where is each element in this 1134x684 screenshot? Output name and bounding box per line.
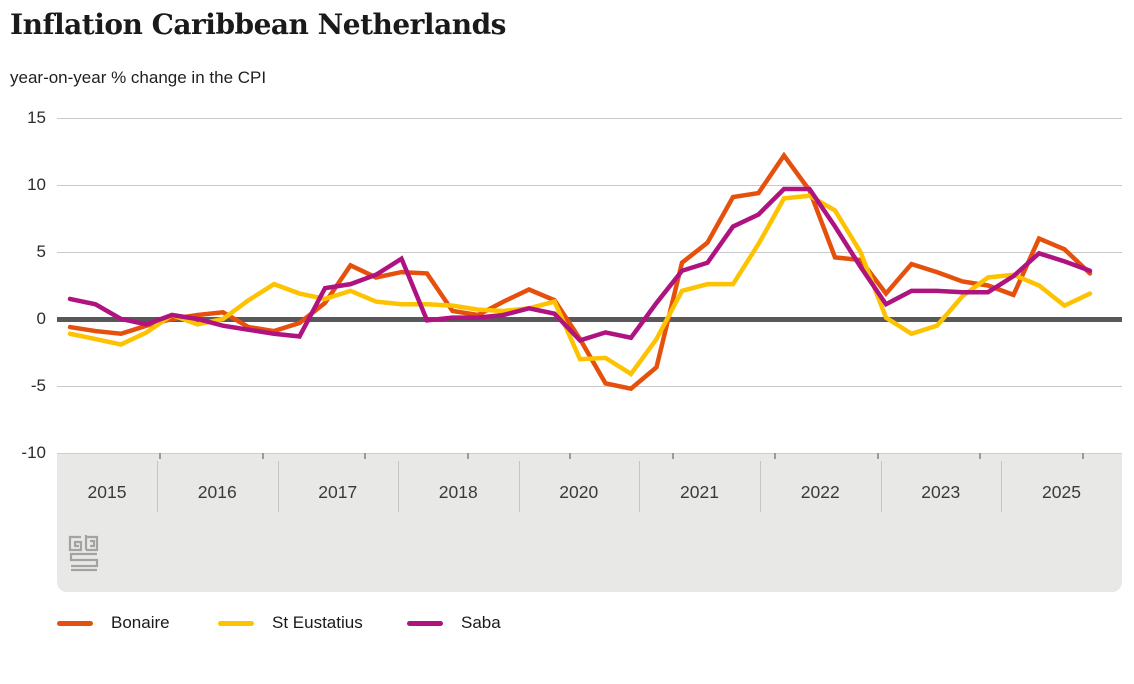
x-axis-cell-separator [1001,461,1002,512]
x-axis-tick [1081,453,1084,459]
x-axis-cell-separator [760,461,761,512]
chart-subtitle: year-on-year % change in the CPI [10,68,267,87]
x-axis-year-label-2015: 2015 [87,482,127,502]
gridline-10 [57,184,1122,186]
legend-label-bonaire: Bonaire [111,613,170,632]
x-axis-tick [261,453,264,459]
x-axis-year-label-2021: 2021 [680,482,719,502]
legend-label-st-eustatius: St Eustatius [272,613,363,632]
x-axis-year-label-2020: 2020 [559,482,599,502]
x-axis-cell-separator [880,461,882,512]
x-axis-tick [979,453,981,459]
y-axis-label-15: 15 [27,108,46,127]
x-axis-tick [364,453,366,459]
x-axis-cell-separator [157,461,158,512]
x-axis-tick [159,453,161,459]
legend-swatch-bonaire [57,621,93,626]
zero-gridline [57,316,1122,322]
x-axis-cell-separator [639,461,640,512]
x-axis-tick [466,453,469,459]
series-line-bonaire [67,151,1093,392]
x-axis-cell-separator [277,461,279,512]
y-axis-label--5: -5 [30,376,46,395]
x-axis-tick [671,453,674,459]
x-axis-year-label-2018: 2018 [438,482,478,502]
page-title: Inflation Caribbean Netherlands [10,8,506,41]
y-axis-label--10: -10 [21,443,46,462]
series-line-st-eustatius [67,193,1093,377]
legend-swatch-st-eustatius [218,621,254,626]
x-axis-tick [774,453,776,459]
y-axis-label-5: 5 [36,242,46,261]
x-axis-tick [876,453,879,459]
gridline--5 [57,385,1122,387]
y-axis-label-0: 0 [36,309,46,328]
x-axis-year-label-2025: 2025 [1042,482,1081,502]
gridline-15 [57,117,1122,119]
x-axis-tick [569,453,571,459]
cbs-logo [66,534,104,578]
x-axis-year-label-2022: 2022 [800,482,840,502]
legend-swatch-saba [407,621,443,626]
legend-label-saba: Saba [461,613,501,632]
y-axis-label-10: 10 [27,175,46,194]
x-axis-year-label-2023: 2023 [921,482,961,502]
x-axis-year-label-2017: 2017 [318,482,358,502]
x-axis-cell-separator [518,461,520,512]
gridline-5 [57,251,1122,253]
x-axis-year-label-2016: 2016 [197,482,237,502]
x-axis-band-bg [57,453,1122,592]
x-axis-cell-separator [398,461,399,512]
